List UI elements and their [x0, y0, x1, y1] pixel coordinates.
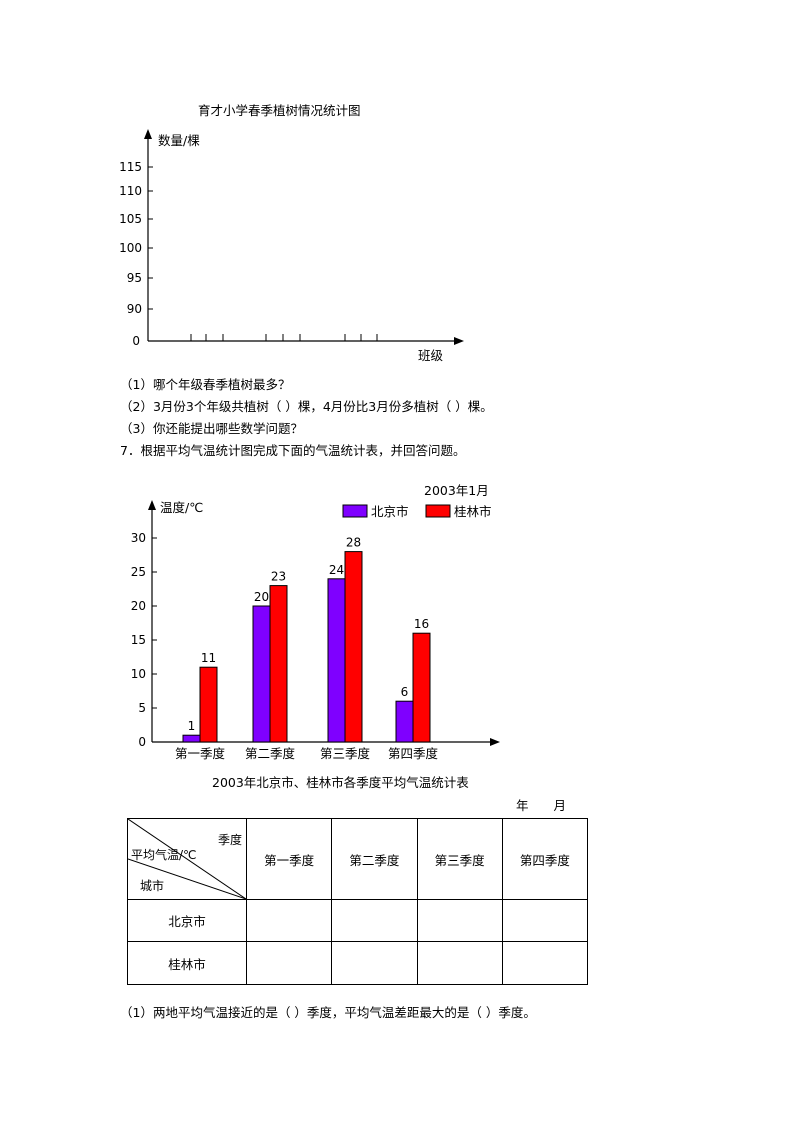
bar-value-label: 1 [188, 719, 196, 733]
question-1-2: （2）3月份3个年级共植树（ ）棵，4月份比3月份多植树（ ）棵。 [120, 399, 493, 414]
temp-chart-x-arrow [490, 738, 500, 746]
table-row-header: 北京市 [127, 899, 247, 942]
table-cell[interactable] [501, 941, 589, 985]
tree-ytick-label: 110 [119, 184, 142, 198]
temp-chart-y-arrow [148, 500, 156, 510]
tree-ytick-label: 100 [119, 241, 142, 255]
tree-chart-xticks [190, 334, 378, 341]
question-1-1: （1）哪个年级春季植树最多？ [120, 377, 291, 392]
table-cell[interactable] [501, 899, 589, 942]
temp-ytick-label: 15 [131, 633, 146, 647]
table-row-header: 桂林市 [127, 941, 247, 985]
temp-ytick-label: 5 [138, 701, 146, 715]
temp-xtick-label: 第一季度 [175, 746, 226, 761]
corner-label-city: 城市 [140, 879, 165, 893]
tree-ytick-label: 105 [119, 212, 142, 226]
legend-swatch-beijing [342, 504, 368, 518]
table-corner-cell: 季度 平均气温/℃ 城市 [127, 818, 247, 900]
tree-ytick-label: 0 [132, 334, 140, 348]
tree-chart-yticks: 115 110 105 100 95 90 0 [119, 160, 153, 348]
bar-value-label: 23 [271, 570, 286, 584]
corner-label-temp: 平均气温/℃ [131, 848, 197, 862]
tree-chart-ylabel: 数量/棵 [158, 133, 200, 148]
bar-value-label: 11 [201, 651, 216, 665]
table-cell[interactable] [245, 941, 333, 985]
bar-beijing [395, 700, 414, 743]
temp-ytick-label: 20 [131, 599, 146, 613]
problem-7: 7．根据平均气温统计图完成下面的气温统计表，并回答问题。 [120, 443, 466, 458]
bar-beijing [182, 734, 201, 743]
question-1-3: （3）你还能提出哪些数学问题？ [120, 421, 303, 436]
table-col-header: 第三季度 [416, 818, 503, 900]
table-cell[interactable] [416, 899, 503, 942]
temp-xtick-label: 第三季度 [320, 746, 371, 761]
bar-value-label: 6 [401, 685, 409, 699]
legend-label-guilin: 桂林市 [454, 504, 492, 519]
temp-ytick-label: 25 [131, 565, 146, 579]
tree-chart-x-arrow [454, 337, 464, 345]
table-row: 北京市 [127, 899, 589, 942]
bar-beijing [252, 605, 271, 743]
table-cell[interactable] [331, 899, 418, 942]
temp-chart-title: 2003年1月 [424, 483, 489, 498]
temperature-table: 季度 平均气温/℃ 城市 第一季度 第二季度 第三季度 第四季度 北京市 桂林市 [127, 818, 589, 985]
table-cell[interactable] [245, 899, 333, 942]
corner-label-season: 季度 [217, 833, 242, 847]
tree-chart-xlabel: 班级 [418, 348, 444, 363]
tree-chart-title: 育才小学春季植树情况统计图 [198, 103, 361, 118]
table-col-header: 第二季度 [331, 818, 418, 900]
bar-value-label: 16 [414, 617, 429, 631]
table-col-header: 第一季度 [245, 818, 333, 900]
temp-chart-ylabel: 温度/℃ [160, 500, 203, 515]
bar-value-label: 24 [329, 563, 344, 577]
tree-ytick-label: 115 [119, 160, 142, 174]
bar-guilin [269, 585, 288, 743]
tree-chart-y-arrow [144, 129, 152, 139]
bar-value-label: 28 [346, 536, 361, 550]
legend-label-beijing: 北京市 [371, 504, 409, 519]
table-title: 2003年北京市、桂林市各季度平均气温统计表 [212, 775, 469, 790]
tree-chart: 数量/棵 115 110 105 100 95 90 0 班级 [119, 129, 464, 363]
temp-xtick-label: 第四季度 [388, 746, 439, 761]
legend-swatch-guilin [425, 504, 451, 518]
temp-xtick-label: 第二季度 [245, 746, 296, 761]
table-col-header: 第四季度 [501, 818, 589, 900]
bar-guilin [344, 551, 363, 743]
bar-guilin [199, 666, 218, 743]
bar-beijing [327, 578, 346, 743]
tree-ytick-label: 90 [127, 302, 142, 316]
tree-ytick-label: 95 [127, 271, 142, 285]
temp-ytick-label: 0 [138, 735, 146, 749]
table-date-label: 年 月 [516, 798, 567, 813]
temp-ytick-label: 30 [131, 531, 146, 545]
bar-guilin [412, 632, 431, 743]
table-row: 桂林市 [127, 941, 589, 985]
bar-value-label: 20 [254, 590, 269, 604]
question-2-1: （1）两地平均气温接近的是（ ）季度，平均气温差距最大的是（ ）季度。 [120, 1005, 536, 1020]
table-cell[interactable] [416, 941, 503, 985]
table-cell[interactable] [331, 941, 418, 985]
table-header-row: 季度 平均气温/℃ 城市 第一季度 第二季度 第三季度 第四季度 [127, 818, 589, 900]
temp-ytick-label: 10 [131, 667, 146, 681]
temp-chart-legend: 北京市 桂林市 [342, 504, 492, 519]
